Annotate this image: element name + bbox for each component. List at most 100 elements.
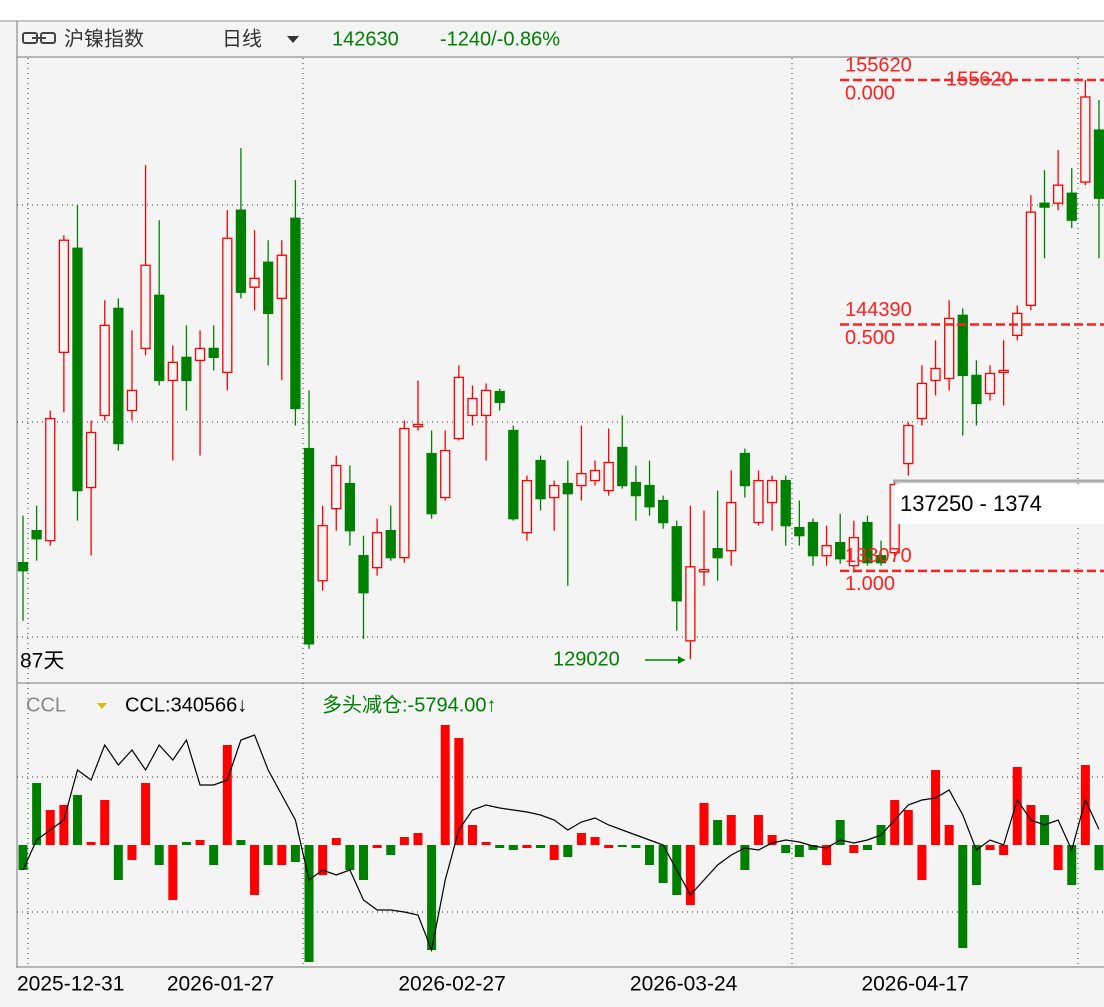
x-tick-label: 2025-12-31 [17, 973, 124, 996]
candle-body [85, 431, 97, 489]
candle-body [603, 461, 614, 492]
candle-body [72, 247, 83, 492]
oi-bar [713, 820, 723, 845]
oi-bar [32, 783, 42, 845]
oi-bar [890, 800, 900, 845]
crosshair-box [895, 484, 1104, 524]
candle-body [426, 452, 437, 515]
fib-ratio: 1.000 [845, 573, 895, 595]
candle-body [303, 447, 315, 645]
oi-bar [1026, 805, 1036, 845]
candle-body [657, 499, 669, 524]
low-arrow [678, 656, 685, 664]
candle-body [644, 484, 655, 508]
candle-body [385, 530, 396, 559]
indicator-name[interactable]: CCL [26, 694, 66, 716]
candle-body [671, 526, 682, 602]
candle-body [467, 397, 478, 417]
candle-body [45, 417, 56, 542]
oi-bar [386, 845, 396, 855]
dropdown-icon[interactable] [97, 703, 107, 709]
oi-bar [917, 845, 927, 880]
candle-body [154, 294, 165, 382]
x-tick-label: 2026-03-24 [630, 973, 738, 996]
oi-bar [72, 795, 82, 845]
candle-body [698, 568, 710, 573]
oi-bar [767, 835, 777, 845]
oi-bar [345, 845, 355, 870]
candle-body [562, 482, 573, 495]
candle-body [521, 479, 533, 534]
candle-body [1039, 202, 1050, 208]
candle-body [290, 217, 301, 410]
oi-bar [359, 845, 368, 880]
oi-bar [168, 845, 178, 900]
candle-body [276, 254, 287, 300]
change-label: 多头减仓:-5794.00↑ [322, 693, 497, 716]
oi-bar [236, 840, 246, 845]
candle-body [1066, 192, 1077, 221]
oi-bar [931, 770, 941, 845]
fib-price: 155620 [845, 54, 912, 76]
symbol: 沪镍指数 [64, 27, 144, 50]
candle-body [630, 481, 642, 497]
dropdown-icon[interactable] [287, 36, 299, 43]
candle-body [807, 521, 819, 557]
oi-bar [985, 845, 995, 850]
candle-body [712, 548, 723, 559]
oi-bar [427, 845, 437, 950]
oi-bar [113, 845, 123, 880]
oi-bar [971, 845, 981, 885]
oi-bar [372, 845, 382, 848]
candle-body [181, 356, 192, 382]
fib-price: 133070 [845, 545, 912, 567]
candle-body [371, 531, 383, 569]
oi-bar [862, 845, 872, 850]
candle-body [167, 361, 178, 382]
link-icon[interactable] [22, 32, 56, 44]
candle-body [1080, 96, 1091, 183]
oi-bar [1094, 845, 1104, 871]
oi-bar [808, 845, 818, 850]
oi-bar [290, 845, 300, 862]
oi-bar [699, 803, 709, 845]
candle-body [835, 541, 846, 560]
candle-body [208, 347, 219, 359]
oi-bar [617, 845, 627, 847]
oi-bar [18, 845, 28, 870]
candle-body [358, 555, 369, 594]
oi-bar [563, 845, 573, 857]
oi-bar [154, 845, 164, 865]
candle-body [535, 459, 546, 500]
oi-bar [222, 745, 232, 845]
oi-bar [86, 842, 96, 845]
candle-body [589, 469, 601, 482]
oi-bar [794, 845, 804, 857]
period[interactable]: 日线 [222, 27, 262, 50]
oi-bar [685, 845, 695, 905]
oi-bar [1067, 845, 1077, 885]
oi-bar [467, 825, 477, 845]
oi-bar [536, 845, 546, 848]
x-tick-label: 2026-02-27 [398, 973, 505, 996]
candle-body [944, 317, 955, 380]
candle-body [1025, 211, 1037, 306]
oi-bar [1053, 845, 1063, 870]
oi-bar [522, 845, 532, 848]
candle-body [903, 424, 914, 465]
candle-body [998, 369, 1009, 374]
candle-body [317, 524, 328, 582]
low-marker: 129020 [553, 648, 620, 670]
candle-body [194, 347, 206, 362]
oi-bar [549, 845, 559, 860]
ccl-line [22, 734, 1100, 953]
top-strip [0, 0, 1104, 20]
candle-body [344, 482, 356, 532]
oi-bar [481, 842, 491, 845]
oi-bar [399, 837, 409, 845]
oi-bar [263, 845, 273, 865]
candle-body [794, 526, 805, 537]
candle-body [99, 324, 110, 417]
oi-bar [413, 833, 423, 845]
